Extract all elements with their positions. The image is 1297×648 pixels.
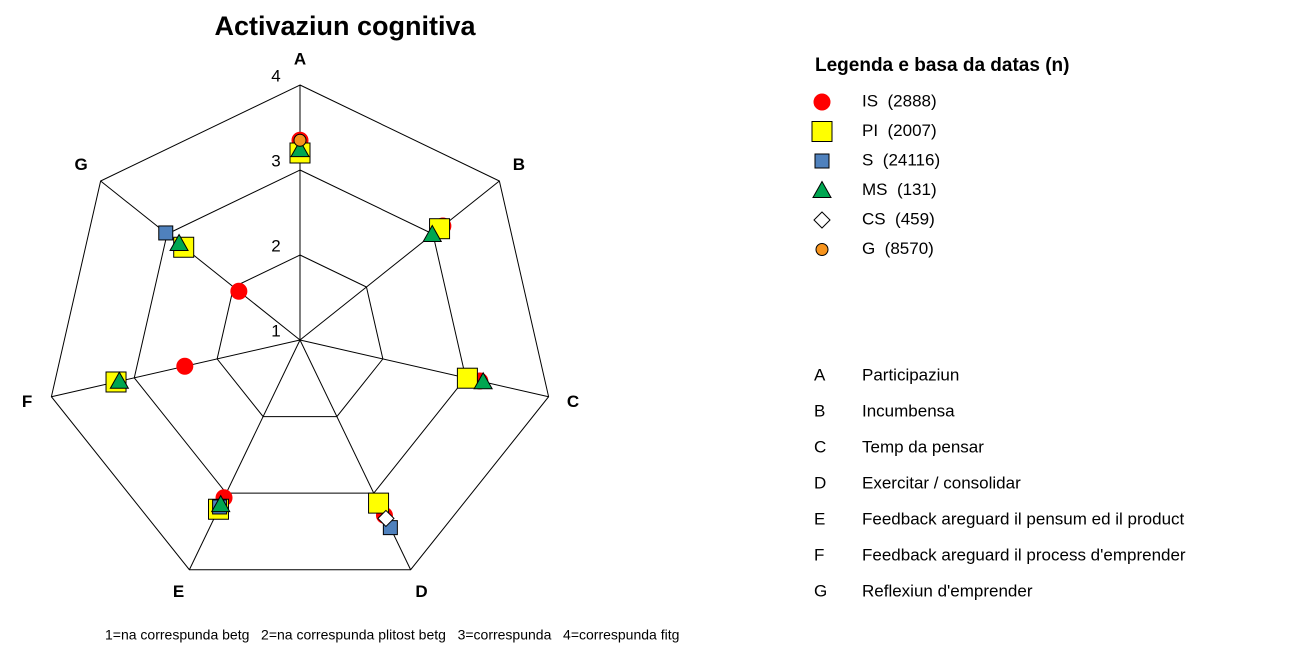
- marker-circle: [176, 357, 194, 375]
- marker-circle: [813, 93, 831, 111]
- marker-triangle: [109, 371, 130, 389]
- r-tick-label: 1: [271, 321, 280, 340]
- description-key: D: [814, 473, 826, 492]
- axis-label: G: [74, 155, 87, 174]
- marker-triangle: [210, 494, 231, 513]
- marker-square: [158, 225, 174, 241]
- r-tick-label: 3: [271, 151, 280, 170]
- description-key: E: [814, 509, 825, 528]
- description-key: C: [814, 437, 826, 456]
- legend-label: PI (2007): [862, 121, 937, 140]
- marker-triangle: [290, 139, 310, 158]
- spoke: [188, 339, 301, 570]
- spoke: [299, 339, 412, 570]
- marker-circle: [815, 243, 829, 256]
- description-label: Exercitar / consolidar: [862, 473, 1021, 492]
- spoke: [299, 339, 549, 398]
- marker-square: [814, 153, 830, 169]
- footnote: 1=na correspunda betg 2=na correspunda p…: [105, 627, 679, 643]
- description-label: Temp da pensar: [862, 437, 984, 456]
- description-label: Reflexiun d'emprender: [862, 581, 1033, 600]
- marker-square: [811, 121, 833, 142]
- marker-triangle: [812, 180, 832, 198]
- legend-label: G (8570): [862, 239, 934, 258]
- marker-triangle: [169, 233, 189, 252]
- description-label: Feedback areguard il process d'emprender: [862, 545, 1186, 564]
- legend-title: Legenda e basa da datas (n): [815, 55, 1069, 76]
- description-key: A: [814, 365, 826, 384]
- marker-triangle: [473, 371, 493, 390]
- description-key: F: [814, 545, 824, 564]
- marker-circle: [230, 282, 248, 300]
- marker-triangle: [422, 224, 443, 243]
- r-tick-label: 4: [271, 66, 280, 85]
- chart-title: Activaziun cognitiva: [214, 11, 476, 41]
- r-tick-label: 2: [271, 236, 280, 255]
- spoke: [100, 180, 301, 341]
- legend-label: S (24116): [862, 150, 940, 169]
- grid-ring: [50, 84, 550, 571]
- marker-square: [368, 492, 390, 514]
- marker-circle: [293, 133, 307, 147]
- marker-square: [456, 367, 478, 389]
- grid-ring: [133, 169, 467, 494]
- description-key: B: [814, 401, 825, 420]
- axis-label: A: [294, 49, 306, 68]
- axis-label: E: [173, 582, 184, 601]
- spoke: [51, 339, 301, 398]
- axis-label: D: [415, 582, 427, 601]
- description-label: Incumbensa: [862, 401, 955, 420]
- description-label: Participaziun: [862, 365, 959, 384]
- spoke: [299, 180, 500, 341]
- legend-label: MS (131): [862, 180, 937, 199]
- legend-label: CS (459): [862, 209, 935, 228]
- axis-label: C: [567, 392, 579, 411]
- description-key: G: [814, 581, 827, 600]
- grid-ring: [216, 254, 384, 418]
- marker-diamond: [377, 509, 395, 528]
- axis-label: F: [22, 392, 32, 411]
- axis-label: B: [513, 155, 525, 174]
- marker-diamond: [813, 211, 831, 229]
- legend-label: IS (2888): [862, 91, 937, 110]
- description-label: Feedback areguard il pensum ed il produc…: [862, 509, 1185, 528]
